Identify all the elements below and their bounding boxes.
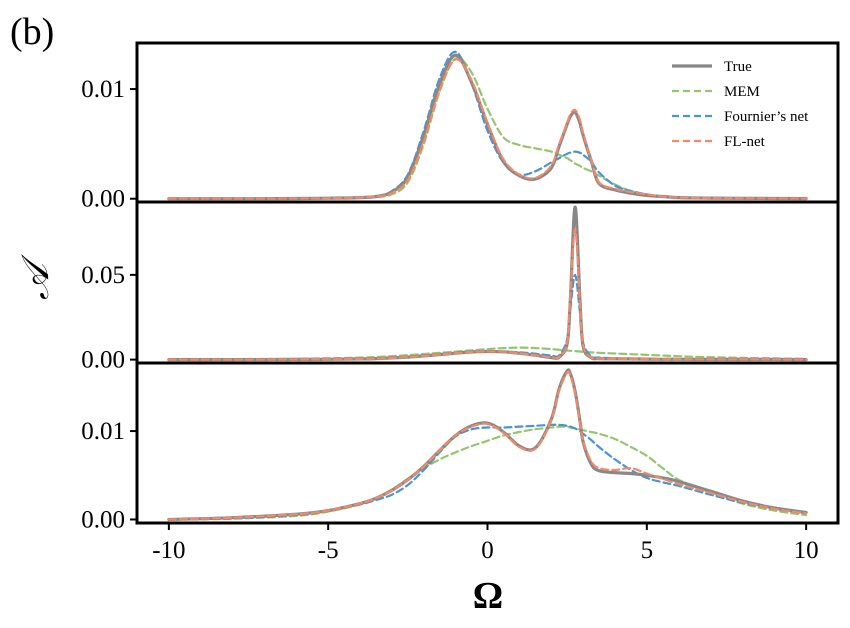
- legend-label: Fournier’s net: [724, 109, 809, 125]
- series-line-fl-net: [167, 58, 808, 200]
- series-line-mem: [167, 425, 808, 521]
- series-line-fournier-s-net: [167, 273, 808, 361]
- series-line-fournier-s-net: [167, 423, 808, 521]
- x-axis-label: Ω: [473, 575, 503, 617]
- y-axis-label: 𝒜: [15, 253, 57, 300]
- y-tick-label: 0.05: [81, 262, 125, 289]
- legend-item-fl-net: FL-net: [672, 134, 766, 150]
- x-tick-label: -10: [152, 537, 185, 564]
- y-tick-label: 0.00: [81, 347, 125, 374]
- y-tick-label: 0.01: [81, 76, 125, 103]
- legend-item-mem: MEM: [672, 84, 760, 100]
- series-line-true: [167, 53, 808, 201]
- series-group: [167, 50, 808, 201]
- y-tick-label: 0.00: [81, 506, 125, 533]
- series-line-mem: [167, 346, 808, 361]
- panel-3: 0.00 0.01: [81, 361, 840, 533]
- legend-label: MEM: [724, 84, 760, 100]
- series-group: [167, 368, 808, 522]
- legend: True MEM Fournier’s net FL-net: [672, 59, 809, 150]
- legend-label: True: [724, 59, 752, 75]
- series-line-fl-net: [167, 370, 808, 521]
- panel-tag: (b): [10, 11, 54, 53]
- x-tick-label: 5: [641, 537, 654, 564]
- series-line-fl-net: [167, 227, 808, 361]
- plot-area: 0.00 0.01 0.00 0.05 0.00 0.01: [81, 41, 840, 533]
- series-line-true: [167, 205, 808, 362]
- legend-label: FL-net: [724, 134, 766, 150]
- x-tick-label: 0: [481, 537, 494, 564]
- y-tick-label: 0.01: [81, 418, 125, 445]
- x-tick-label: 10: [794, 537, 819, 564]
- series-group: [167, 205, 808, 362]
- series-line-true: [167, 368, 808, 522]
- legend-item-fournier-s-net: Fournier’s net: [672, 109, 809, 125]
- panel-frame: [135, 200, 840, 365]
- x-tick-label: -5: [318, 537, 339, 564]
- panel-2: 0.00 0.05: [81, 200, 840, 374]
- legend-item-true: True: [672, 59, 752, 75]
- x-axis: -10 -5 0 5 10: [152, 523, 819, 564]
- y-tick-label: 0.00: [81, 186, 125, 213]
